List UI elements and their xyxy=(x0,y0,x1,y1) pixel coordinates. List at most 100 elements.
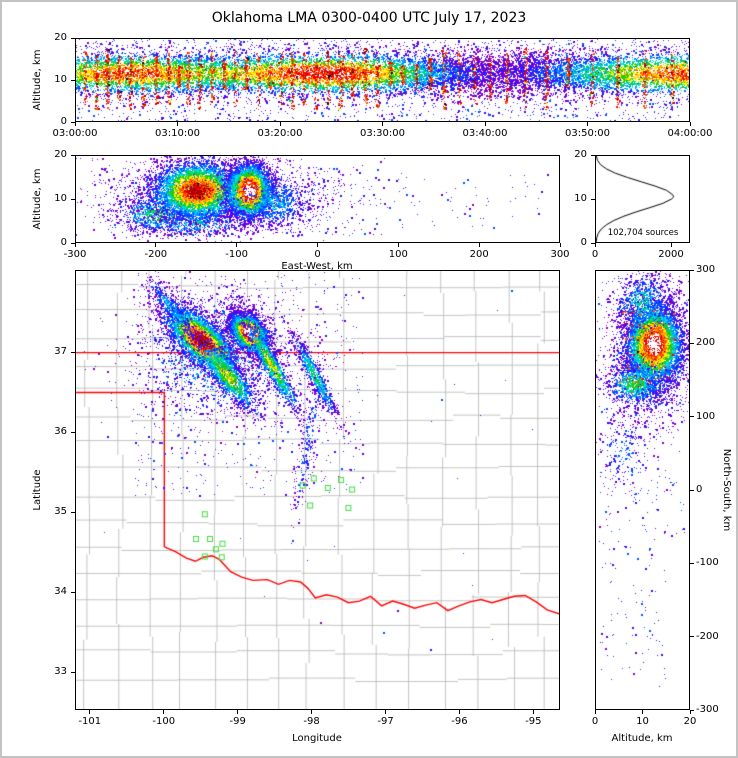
tick-label: 0 xyxy=(60,237,67,248)
tick-label: 200 xyxy=(696,337,716,349)
plan-view-ylabel: Latitude xyxy=(32,469,43,511)
tick-mark xyxy=(689,122,691,126)
altitude-histogram-canvas xyxy=(596,156,689,242)
tick-mark xyxy=(71,154,75,156)
time-height-panel xyxy=(75,38,690,122)
tick-mark xyxy=(591,242,595,244)
ew-altitude-xlabel: East-West, km xyxy=(281,261,353,272)
tick-mark xyxy=(237,710,239,714)
tick-label: 0 xyxy=(580,237,587,248)
tick-mark xyxy=(689,710,691,714)
tick-label: 20 xyxy=(574,149,587,160)
plan-view-xlabel: Longitude xyxy=(292,733,342,744)
tick-label: 10 xyxy=(636,716,649,727)
ns-altitude-scatter-canvas xyxy=(596,271,689,709)
tick-mark xyxy=(591,154,595,156)
tick-mark xyxy=(89,710,91,714)
tick-label: 200 xyxy=(469,249,489,260)
tick-label: 10 xyxy=(574,193,587,204)
tick-label: 300 xyxy=(696,264,716,275)
tick-label: -101 xyxy=(78,716,102,727)
tick-label: 100 xyxy=(696,410,716,422)
plan-view-panel xyxy=(75,270,560,710)
tick-label: -95 xyxy=(525,716,542,727)
tick-mark xyxy=(382,122,383,126)
tick-label: -96 xyxy=(451,716,468,727)
tick-label: 20 xyxy=(683,716,697,727)
tick-label: 03:30:00 xyxy=(360,128,405,139)
time-height-scatter-canvas xyxy=(76,39,689,121)
tick-mark xyxy=(690,416,694,418)
tick-mark xyxy=(397,243,399,247)
tick-label: 300 xyxy=(550,249,570,260)
tick-label: 0 xyxy=(591,716,599,727)
tick-mark xyxy=(74,122,76,126)
tick-mark xyxy=(71,431,75,433)
tick-mark xyxy=(484,122,486,126)
tick-mark xyxy=(690,489,694,491)
tick-mark xyxy=(163,710,165,714)
tick-mark xyxy=(311,710,313,714)
ew-altitude-scatter-canvas xyxy=(76,156,559,242)
tick-mark xyxy=(71,591,75,593)
tick-label: 0 xyxy=(60,116,67,127)
tick-label: 03:00:00 xyxy=(52,128,98,139)
tick-mark xyxy=(591,198,595,200)
tick-label: 20 xyxy=(54,32,67,43)
tick-mark xyxy=(279,122,281,126)
tick-mark xyxy=(587,122,588,126)
tick-mark xyxy=(71,511,75,513)
tick-mark xyxy=(71,79,75,81)
tick-label: 37 xyxy=(54,346,67,357)
tick-mark xyxy=(642,710,643,714)
tick-label: 10 xyxy=(54,193,67,204)
tick-label: -200 xyxy=(696,630,719,642)
tick-label: -300 xyxy=(696,704,719,715)
tick-label: -100 xyxy=(152,716,176,727)
tick-label: -99 xyxy=(229,716,246,727)
figure-title: Oklahoma LMA 0300-0400 UTC July 17, 2023 xyxy=(211,10,527,26)
tick-label: 0 xyxy=(696,484,703,495)
tick-mark xyxy=(71,121,75,123)
tick-label: 04:00:00 xyxy=(667,128,713,139)
tick-mark xyxy=(385,710,387,714)
tick-mark xyxy=(690,709,694,711)
tick-label: 03:20:00 xyxy=(257,128,303,139)
tick-mark xyxy=(177,122,178,126)
ns-altitude-xlabel: Altitude, km xyxy=(611,733,673,744)
tick-mark xyxy=(690,342,694,344)
tick-mark xyxy=(155,243,157,247)
ew-altitude-panel xyxy=(75,155,560,243)
tick-mark xyxy=(71,198,75,200)
tick-mark xyxy=(317,243,318,247)
tick-label: 34 xyxy=(54,586,67,597)
tick-label: 33 xyxy=(54,666,67,677)
tick-label: 03:40:00 xyxy=(462,128,508,139)
tick-mark xyxy=(458,710,460,714)
tick-mark xyxy=(74,243,76,247)
altitude-histogram-panel xyxy=(595,155,690,243)
source-count-annotation: 102,704 sources xyxy=(607,228,679,238)
tick-mark xyxy=(594,710,596,714)
tick-label: 36 xyxy=(54,426,67,437)
ns-altitude-panel xyxy=(595,270,690,710)
tick-mark xyxy=(690,562,694,564)
tick-label: -97 xyxy=(377,716,394,727)
tick-mark xyxy=(71,351,75,353)
tick-label: -98 xyxy=(303,716,320,727)
tick-label: 0 xyxy=(591,249,599,260)
tick-label: -100 xyxy=(225,249,248,260)
tick-label: 0 xyxy=(314,249,321,260)
tick-label: 10 xyxy=(54,74,67,85)
tick-mark xyxy=(236,243,238,247)
plan-view-map-canvas xyxy=(76,271,559,709)
tick-mark xyxy=(594,243,596,247)
tick-label: 20 xyxy=(54,149,67,160)
tick-label: -100 xyxy=(696,557,719,569)
tick-label: 03:50:00 xyxy=(565,128,610,139)
tick-mark xyxy=(71,37,75,39)
tick-mark xyxy=(71,671,75,673)
tick-label: 100 xyxy=(388,249,408,260)
tick-mark xyxy=(559,243,561,247)
